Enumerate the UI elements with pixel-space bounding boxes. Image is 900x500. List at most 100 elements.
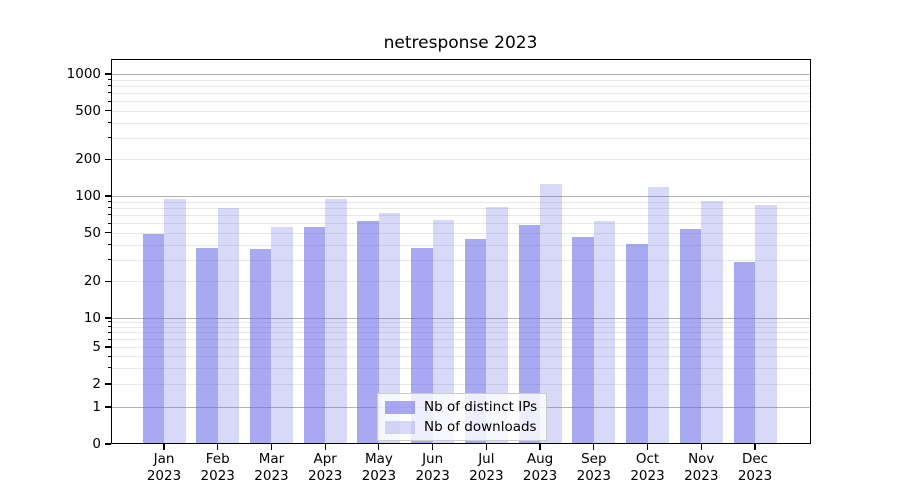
- x-tick-label: Jul 2023: [454, 451, 518, 484]
- gridline-minor-7: [112, 332, 810, 334]
- y-minor-tick-mark: [107, 85, 111, 87]
- y-minor-tick-mark: [107, 137, 111, 139]
- gridline-minor-500: [112, 110, 810, 112]
- legend-label: Nb of downloads: [424, 419, 537, 435]
- bar-ips-feb: [196, 247, 218, 443]
- x-tick-label-month: Dec: [741, 451, 769, 467]
- x-tick-mark: [754, 444, 756, 450]
- y-tick-label: 20: [83, 273, 101, 290]
- y-minor-tick-mark: [107, 346, 111, 348]
- x-tick-label-year: 2023: [307, 467, 343, 484]
- x-tick-label: May 2023: [347, 451, 411, 484]
- bar-ips-apr: [303, 226, 326, 443]
- x-tick-label-year: 2023: [200, 467, 235, 484]
- bar-ips-nov: [679, 228, 702, 443]
- y-minor-tick-mark: [107, 92, 111, 94]
- gridline-minor-90: [112, 201, 810, 203]
- y-minor-tick-mark: [107, 338, 111, 340]
- x-tick-label-month: Mar: [258, 451, 285, 467]
- gridline-minor-40: [112, 244, 810, 246]
- x-tick-mark: [270, 444, 273, 450]
- y-tick-mark: [105, 317, 111, 319]
- bar-ips-oct: [626, 243, 648, 443]
- gridline-minor-700: [112, 92, 810, 94]
- x-tick-mark: [217, 444, 219, 450]
- x-tick-label-month: May: [364, 451, 393, 467]
- gridline-minor-5: [112, 347, 810, 348]
- y-minor-tick-mark: [107, 355, 111, 357]
- y-minor-tick-mark: [107, 367, 111, 369]
- y-tick-label: 0: [92, 436, 101, 452]
- plot-area: Nb of distinct IPs Nb of downloads: [111, 59, 811, 444]
- y-minor-tick-mark: [107, 122, 111, 124]
- y-minor-tick-mark: [107, 79, 111, 81]
- y-tick-mark: [105, 406, 111, 408]
- bar-ips-jul: [464, 238, 487, 443]
- y-tick-label: 500: [75, 102, 101, 119]
- x-tick-mark: [593, 444, 595, 450]
- x-tick-mark: [485, 444, 487, 450]
- y-minor-tick-mark: [107, 201, 111, 203]
- y-minor-tick-mark: [107, 331, 111, 333]
- y-minor-tick-mark: [107, 158, 111, 160]
- x-tick-label: Nov 2023: [669, 451, 733, 484]
- gridline-minor-200: [112, 159, 810, 161]
- legend-swatch-ips: [385, 400, 415, 414]
- x-tick-label: Jan 2023: [132, 451, 196, 484]
- y-tick-label: 200: [75, 151, 101, 168]
- x-tick-label: Dec 2023: [723, 451, 787, 484]
- x-tick-label: Jun 2023: [401, 451, 465, 484]
- chart-title: netresponse 2023: [383, 33, 538, 53]
- y-minor-tick-mark: [107, 280, 111, 282]
- x-tick-label-month: Oct: [635, 451, 660, 467]
- gridline-minor-80: [112, 207, 810, 209]
- legend-label: Nb of distinct IPs: [424, 399, 538, 415]
- x-tick-mark: [700, 444, 702, 450]
- y-tick-label: 1000: [66, 66, 101, 82]
- bar-downloads-feb: [217, 208, 240, 443]
- x-tick-label: Feb 2023: [186, 451, 250, 484]
- gridline-minor-70: [112, 214, 810, 216]
- gridline-minor-6: [112, 339, 810, 341]
- y-minor-tick-mark: [107, 110, 111, 112]
- bar-downloads-sep: [593, 221, 616, 443]
- y-minor-tick-mark: [107, 207, 111, 209]
- gridline-major-100: [112, 196, 810, 197]
- legend-item-ips: Nb of distinct IPs: [385, 399, 537, 415]
- y-tick-label: 100: [75, 188, 101, 204]
- x-tick-mark: [646, 444, 649, 450]
- x-tick-label-month: Jul: [478, 451, 495, 467]
- legend: Nb of distinct IPs Nb of downloads: [377, 393, 548, 441]
- gridline-major-1000: [112, 74, 810, 75]
- x-tick-label: Oct 2023: [616, 451, 680, 484]
- gridline-minor-800: [112, 85, 810, 87]
- bar-downloads-apr: [325, 198, 347, 443]
- gridline-minor-4: [112, 356, 810, 357]
- gridline-minor-900: [112, 79, 810, 81]
- x-tick-label-year: 2023: [737, 467, 773, 484]
- y-minor-tick-mark: [107, 321, 111, 323]
- bar-downloads-oct: [647, 187, 670, 443]
- x-tick-label-month: Jan: [153, 451, 175, 467]
- bar-downloads-aug: [540, 183, 562, 443]
- gridline-minor-3: [112, 367, 810, 369]
- bar-downloads-mar: [271, 226, 293, 443]
- x-tick-label-month: Sep: [581, 451, 607, 467]
- bar-ips-mar: [249, 249, 272, 443]
- x-tick-label-month: Apr: [313, 451, 337, 467]
- x-tick-mark: [539, 444, 541, 450]
- gridline-major-10: [112, 318, 810, 319]
- legend-swatch-downloads: [385, 420, 415, 434]
- bar-ips-aug: [518, 224, 541, 443]
- y-minor-tick-mark: [107, 232, 111, 234]
- legend-item-downloads: Nb of downloads: [385, 419, 537, 435]
- x-tick-label-year: 2023: [361, 467, 397, 484]
- bar-downloads-dec: [755, 204, 777, 443]
- gridline-minor-20: [112, 281, 810, 283]
- bar-downloads-jan: [164, 198, 186, 443]
- bar-ips-sep: [572, 237, 594, 443]
- gridline-minor-30: [112, 259, 810, 261]
- gridline-minor-9: [112, 321, 810, 323]
- x-tick-label-year: 2023: [415, 467, 450, 484]
- x-tick-label: Sep 2023: [562, 451, 626, 484]
